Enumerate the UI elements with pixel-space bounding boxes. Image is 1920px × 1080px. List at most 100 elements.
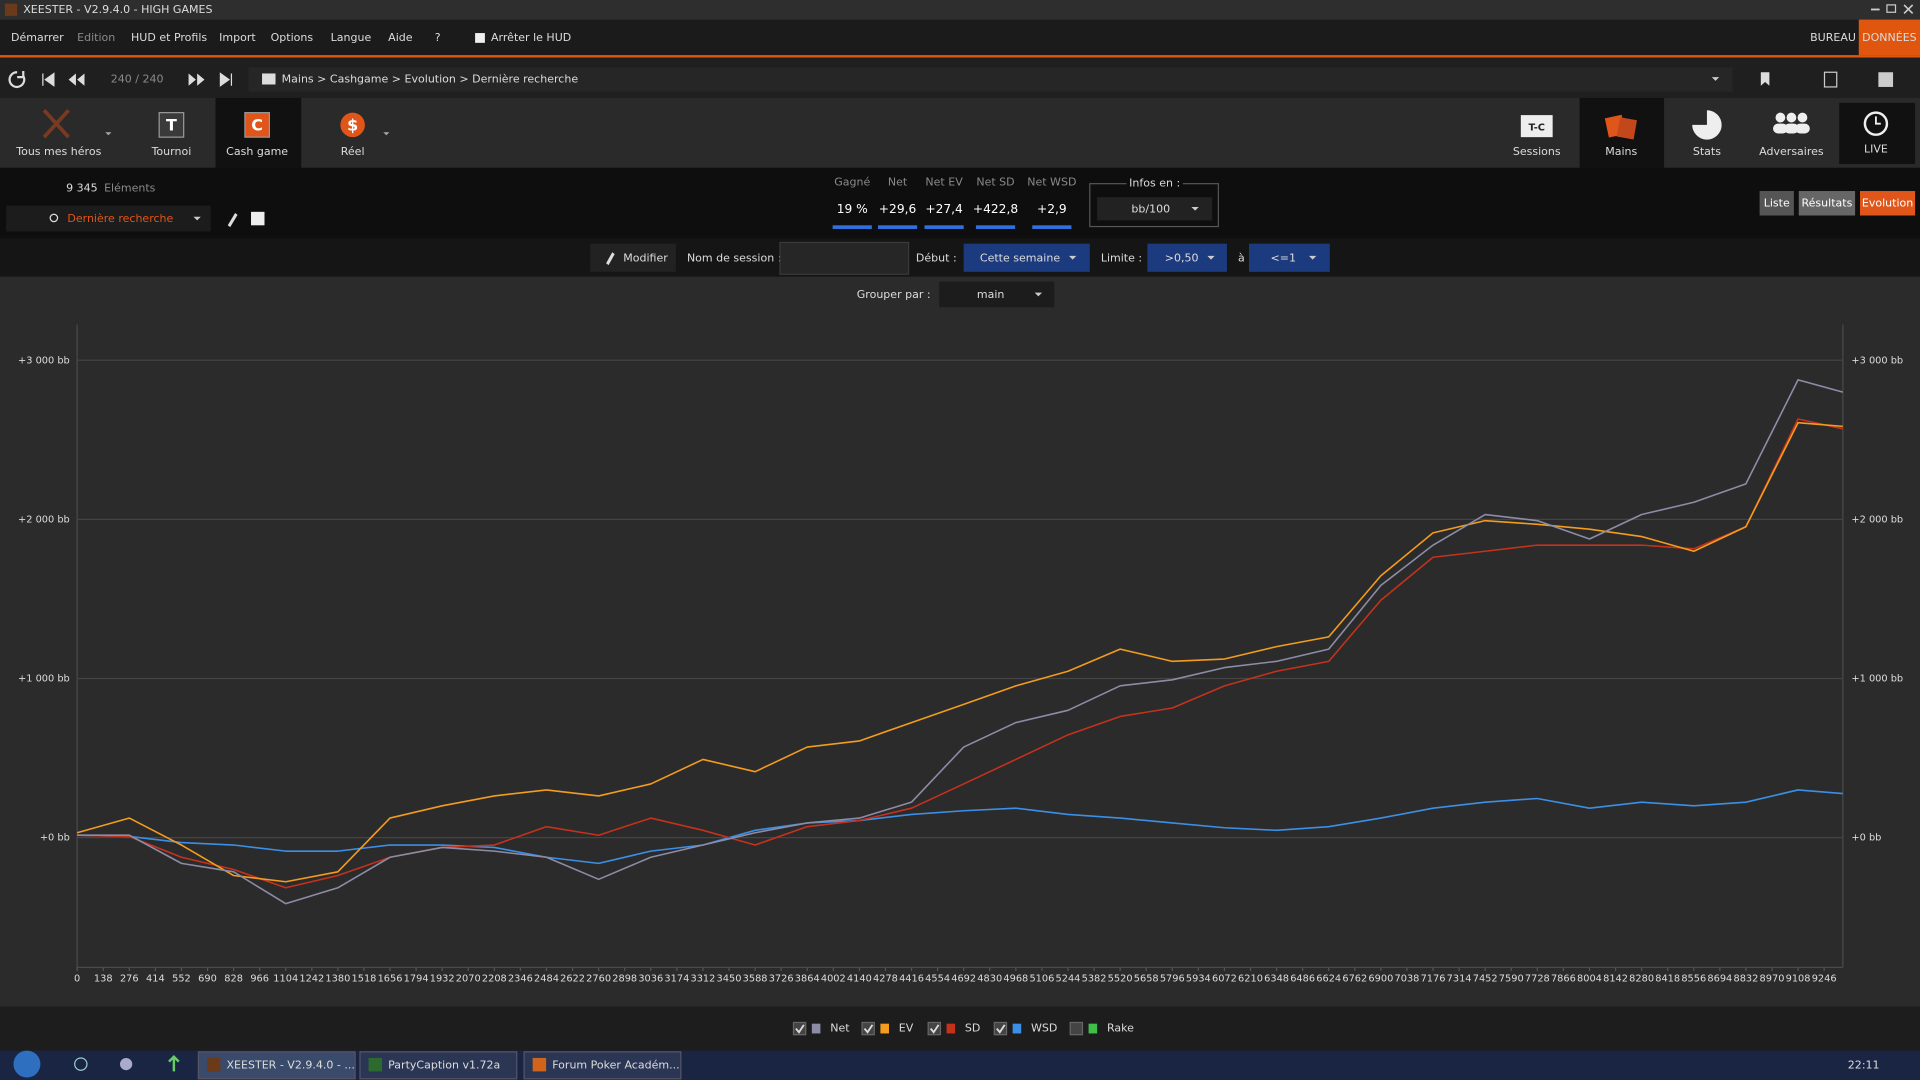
search-dropdown[interactable] [193,216,201,221]
group-label: Grouper par : [857,288,931,301]
refresh-icon[interactable] [8,71,26,89]
session-input[interactable] [779,241,910,275]
infos-label: Infos en : [1129,177,1180,190]
legend-check [929,1024,940,1034]
maximize-button[interactable] [1886,4,1897,13]
x-tick-label: 4002 [821,973,846,984]
menu-item[interactable]: Démarrer [11,31,64,44]
taskbar-item[interactable] [197,1051,356,1080]
dropdown-arrow [1034,292,1043,297]
menu-item[interactable]: Import [219,31,256,44]
taskbar-item-label[interactable]: XEESTER - V2.9.4.0 - ... [227,1058,355,1071]
breadcrumb-dropdown[interactable] [1711,77,1720,81]
legend-label[interactable]: Net [830,1022,850,1035]
modify-label[interactable]: Modifier [623,251,668,264]
x-tick-label: 3174 [664,973,689,984]
tab-label[interactable]: Tous mes héros [15,145,101,158]
tab-dropdown[interactable] [383,132,390,136]
series-line [77,789,1843,865]
search-box[interactable] [6,205,211,232]
save-icon[interactable] [251,211,265,226]
alarm-icon [1875,116,1881,125]
next-icon[interactable] [188,73,205,86]
view-button-label[interactable]: Evolution [1862,196,1913,209]
close-button[interactable] [1903,4,1914,15]
breadcrumb-box[interactable] [248,67,1733,92]
hud-checkbox[interactable] [475,33,485,43]
bookmark-icon[interactable] [1760,72,1770,86]
tab-label[interactable]: Réel [341,145,365,158]
limit-from-dropdown[interactable] [1147,243,1227,272]
legend-label[interactable]: EV [899,1022,914,1035]
taskbar-item-label[interactable]: Forum Poker Académ... [552,1058,679,1071]
stat-label: Net WSD [1027,175,1076,188]
facebook-icon[interactable] [1878,72,1894,87]
view-button[interactable] [1798,191,1856,216]
taskbar-item[interactable] [359,1051,518,1080]
tab-label[interactable]: Cash game [226,145,288,158]
start-button[interactable] [13,1050,41,1078]
legend-swatch [1012,1023,1022,1034]
people-icon [1797,112,1808,123]
legend-label[interactable]: Rake [1107,1022,1134,1035]
last-icon[interactable] [219,72,233,87]
first-icon[interactable] [42,72,55,87]
view-button-label[interactable]: Résultats [1802,196,1853,209]
group-dropdown[interactable] [939,281,1055,308]
stat-underline [877,225,918,229]
taskbar-item-label[interactable]: PartyCaption v1.72a [388,1058,500,1071]
tray-app-icon[interactable] [74,1057,88,1071]
people-icon [1795,123,1810,134]
view-button-label[interactable]: Liste [1764,196,1790,209]
tab-label[interactable]: LIVE [1864,142,1888,155]
menu-item[interactable]: Aide [388,31,413,44]
tab-label[interactable]: Sessions [1513,145,1561,158]
x-tick-label: 2898 [612,973,637,984]
mode-tab-active[interactable] [1858,19,1920,56]
x-tick-label: 7728 [1525,973,1550,984]
tab-icon-bg [244,112,270,138]
x-tick-label: 4692 [951,973,976,984]
menu-item[interactable]: Langue [331,31,372,44]
menu-item[interactable]: Edition [77,31,115,44]
legend-check [996,1024,1006,1034]
menu-item[interactable]: HUD et Profils [131,31,207,44]
infos-value: bb/100 [1131,202,1170,215]
legend-checkbox[interactable] [1069,1021,1084,1036]
modify-button[interactable] [590,243,676,272]
legend-label[interactable]: WSD [1031,1022,1057,1035]
stat-underline [924,225,964,229]
prev-icon[interactable] [68,73,85,86]
clipboard-icon[interactable] [1823,71,1838,88]
app-icon[interactable] [168,1055,180,1072]
y-tick-label: +1 000 bb [18,674,70,685]
limit-to-dropdown[interactable] [1248,243,1330,272]
view-button[interactable] [1759,191,1794,216]
view-button[interactable] [1860,191,1916,216]
steam-icon[interactable] [120,1057,133,1071]
x-tick-label: 6486 [1290,973,1315,984]
minimize-button[interactable] [1871,8,1880,11]
menu-item[interactable]: Options [271,31,314,44]
tab-label[interactable]: Adversaires [1759,145,1824,158]
tab-dropdown[interactable] [105,132,112,136]
hud-toggle[interactable]: Arrêter le HUD [491,31,571,44]
tab-label[interactable]: Mains [1605,145,1637,158]
x-tick-label: 6348 [1264,973,1289,984]
dropdown-arrow [1308,255,1317,260]
mode-tab[interactable]: DONNÉES [1862,31,1917,44]
x-tick-label: 1380 [325,973,350,984]
limit-and: à [1238,251,1245,264]
mode-tab[interactable]: BUREAU [1810,31,1856,44]
people-icon [1784,123,1799,134]
x-tick-label: 3450 [717,973,742,984]
edit-icon[interactable] [227,213,238,228]
menu-item[interactable]: ? [435,31,441,44]
legend-label[interactable]: SD [965,1022,980,1035]
tab-label[interactable]: Stats [1693,145,1721,158]
legend-swatch [811,1023,821,1034]
start-dropdown[interactable] [963,243,1090,272]
infos-dropdown[interactable] [1097,197,1213,221]
taskbar-item[interactable] [523,1051,682,1080]
tab-label[interactable]: Tournoi [151,145,192,158]
